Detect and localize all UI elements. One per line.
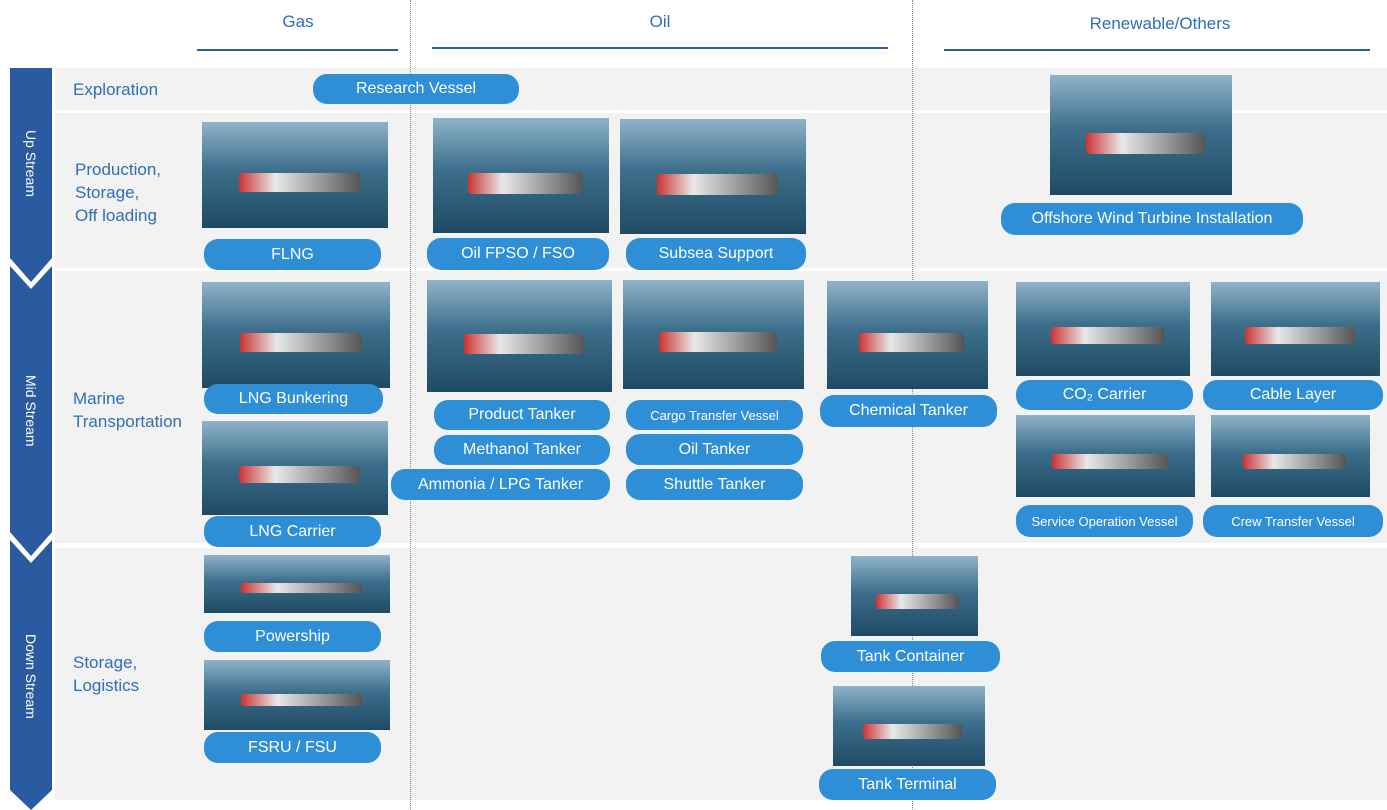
vessel-image xyxy=(202,421,388,515)
row-label: Exploration xyxy=(73,80,159,99)
vessel-image xyxy=(202,122,388,228)
stream-label: Mid Stream xyxy=(23,374,39,447)
stream-arrow xyxy=(10,68,52,810)
vessel-image xyxy=(204,555,390,613)
vessel-label: Crew Transfer Vessel xyxy=(1203,505,1383,537)
column-header: Renewable/Others xyxy=(1089,14,1231,33)
vessel-image xyxy=(1050,75,1232,195)
stream-label: Down Stream xyxy=(23,634,39,719)
vessel-image xyxy=(1016,415,1195,497)
underline xyxy=(944,49,1370,51)
vessel-label: Tank Container xyxy=(821,641,1000,672)
column-header: Oil xyxy=(649,12,671,31)
vessel-label: Powership xyxy=(204,621,381,652)
underline xyxy=(197,49,398,51)
vessel-label: Ammonia / LPG Tanker xyxy=(391,469,610,500)
stream-label: Up Stream xyxy=(23,129,39,197)
vessel-image xyxy=(427,280,612,392)
vessel-label: Methanol Tanker xyxy=(434,435,610,465)
vessel-image xyxy=(851,556,978,636)
vessel-label: Subsea Support xyxy=(626,238,806,270)
underline xyxy=(432,47,888,49)
vessel-image xyxy=(204,660,390,730)
vessel-image xyxy=(833,686,985,766)
vessel-label: Oil Tanker xyxy=(626,434,803,465)
vessel-label: Chemical Tanker xyxy=(820,395,997,427)
vessel-image xyxy=(827,281,988,389)
vessel-label: FSRU / FSU xyxy=(204,732,381,763)
vessel-label: Oil FPSO / FSO xyxy=(427,238,609,270)
column-header: Gas xyxy=(282,12,314,31)
divider xyxy=(410,0,411,810)
vessel-label: Service Operation Vessel xyxy=(1016,505,1193,537)
row-label: Production, Storage, Off loading xyxy=(75,160,161,225)
vessel-image xyxy=(202,282,390,388)
vessel-image xyxy=(433,118,609,233)
vessel-label: FLNG xyxy=(204,239,381,270)
vessel-image xyxy=(620,119,806,234)
vessel-label: Product Tanker xyxy=(434,400,610,430)
vessel-label: Cargo Transfer Vessel xyxy=(626,400,803,430)
vessel-image xyxy=(1211,415,1370,497)
vessel-label: LNG Bunkering xyxy=(204,384,383,414)
vessel-label: CO₂ Carrier xyxy=(1016,380,1193,410)
row-label: Storage, Logistics xyxy=(73,653,140,695)
vessel-label: Research Vessel xyxy=(313,74,519,104)
vessel-image xyxy=(623,280,804,389)
vessel-image xyxy=(1016,282,1190,376)
vessel-label: LNG Carrier xyxy=(204,516,381,547)
vessel-label: Tank Terminal xyxy=(819,769,996,800)
vessel-image xyxy=(1211,282,1380,376)
vessel-label: Cable Layer xyxy=(1203,380,1383,410)
vessel-label: Offshore Wind Turbine Installation xyxy=(1001,203,1303,235)
row-label: Marine Transportation xyxy=(73,389,182,431)
vessel-label: Shuttle Tanker xyxy=(626,469,803,500)
